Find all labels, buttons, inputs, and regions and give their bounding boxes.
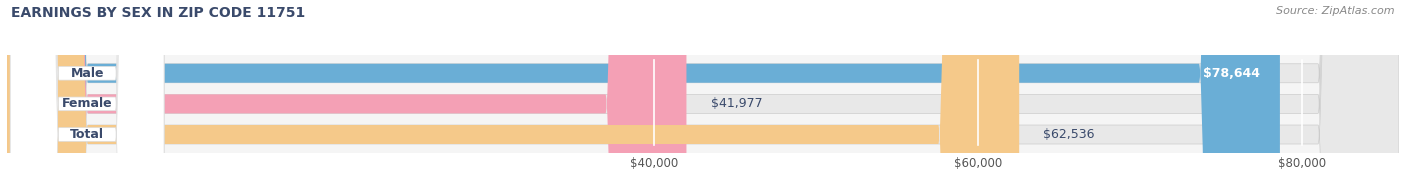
FancyBboxPatch shape: [7, 0, 1399, 196]
FancyBboxPatch shape: [10, 0, 165, 196]
FancyBboxPatch shape: [10, 0, 165, 196]
Text: $78,644: $78,644: [1204, 67, 1261, 80]
FancyBboxPatch shape: [7, 0, 1399, 196]
Text: Male: Male: [70, 67, 104, 80]
FancyBboxPatch shape: [10, 0, 165, 196]
FancyBboxPatch shape: [7, 0, 686, 196]
Text: $41,977: $41,977: [710, 97, 762, 110]
FancyBboxPatch shape: [7, 0, 1279, 196]
Text: $62,536: $62,536: [1043, 128, 1095, 141]
Text: Source: ZipAtlas.com: Source: ZipAtlas.com: [1277, 6, 1395, 16]
Text: Total: Total: [70, 128, 104, 141]
Text: Female: Female: [62, 97, 112, 110]
FancyBboxPatch shape: [7, 0, 1399, 196]
Text: EARNINGS BY SEX IN ZIP CODE 11751: EARNINGS BY SEX IN ZIP CODE 11751: [11, 6, 305, 20]
FancyBboxPatch shape: [7, 0, 1019, 196]
